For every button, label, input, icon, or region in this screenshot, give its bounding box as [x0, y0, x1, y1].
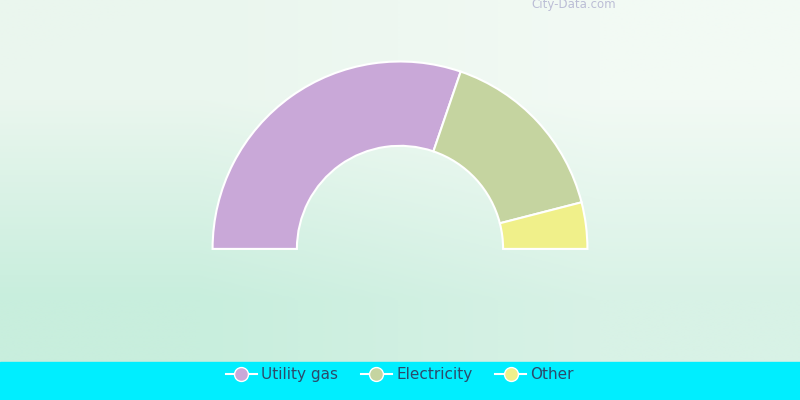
Text: City-Data.com: City-Data.com [531, 0, 616, 11]
Legend: Utility gas, Electricity, Other: Utility gas, Electricity, Other [220, 361, 580, 388]
Bar [0, 362, 800, 400]
Wedge shape [500, 202, 587, 249]
Wedge shape [434, 72, 582, 223]
Wedge shape [213, 62, 461, 249]
